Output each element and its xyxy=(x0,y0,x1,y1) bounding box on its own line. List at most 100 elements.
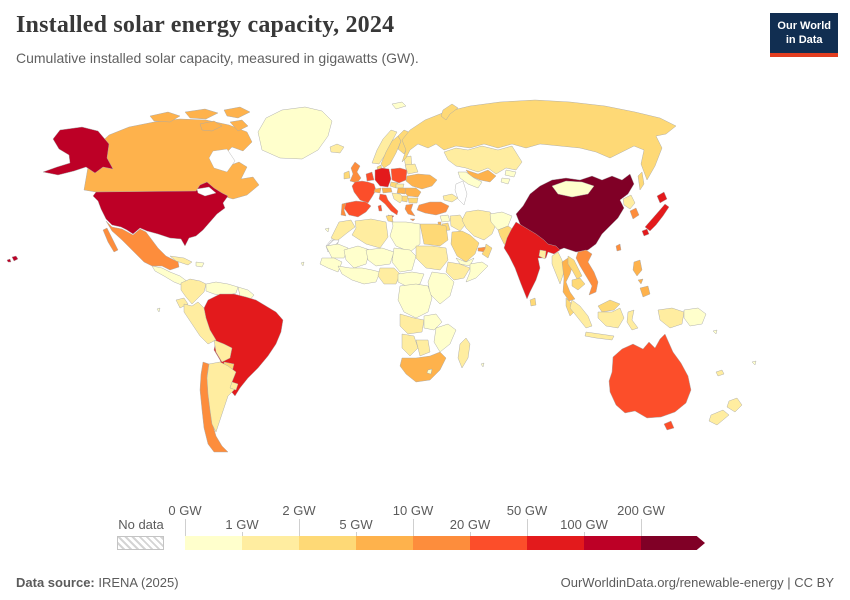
country-somalia[interactable] xyxy=(465,261,489,283)
country-japan-hokkaido[interactable] xyxy=(656,191,668,204)
country-lesotho[interactable] xyxy=(426,368,433,375)
country-angola[interactable] xyxy=(399,313,425,335)
country-caucasus[interactable] xyxy=(442,193,459,203)
country-italy[interactable] xyxy=(378,193,399,216)
country-new-zealand-north[interactable] xyxy=(726,397,743,413)
country-tajikistan[interactable] xyxy=(500,177,511,185)
country-usa-alaska[interactable] xyxy=(42,126,114,176)
country-indonesia-sumatra[interactable] xyxy=(569,299,593,329)
country-senegal[interactable] xyxy=(319,257,343,273)
country-east-africa[interactable] xyxy=(427,271,455,305)
legend-color-cell[interactable] xyxy=(470,536,527,550)
country-indonesia-kalimantan[interactable] xyxy=(597,307,625,329)
country-benelux[interactable] xyxy=(365,171,375,182)
country-usa[interactable] xyxy=(92,181,229,247)
country-uruguay[interactable] xyxy=(229,381,239,391)
country-west-africa[interactable] xyxy=(337,265,381,285)
country-cuba[interactable] xyxy=(169,255,193,266)
country-philippines-visayas[interactable] xyxy=(637,278,644,285)
country-south-africa[interactable] xyxy=(399,351,447,383)
country-canada-island[interactable] xyxy=(229,119,249,132)
legend-color-cell[interactable] xyxy=(413,536,470,550)
country-cameroon[interactable] xyxy=(397,271,425,287)
country-switzerland[interactable] xyxy=(373,187,382,194)
country-slovakia[interactable] xyxy=(395,183,405,189)
country-nigeria[interactable] xyxy=(377,267,401,285)
country-libya[interactable] xyxy=(389,221,421,253)
country-namibia[interactable] xyxy=(401,333,419,357)
legend-color-cell[interactable] xyxy=(185,536,242,550)
country-germany[interactable] xyxy=(374,167,392,188)
country-kyrgyzstan[interactable] xyxy=(504,169,517,178)
country-italy-sardinia[interactable] xyxy=(377,204,383,212)
country-canada-island[interactable] xyxy=(223,106,251,119)
country-oman[interactable] xyxy=(481,243,493,259)
country-taiwan[interactable] xyxy=(615,243,622,252)
country-france[interactable] xyxy=(351,180,377,204)
country-ethiopia[interactable] xyxy=(445,261,471,281)
country-myanmar[interactable] xyxy=(551,251,565,285)
owid-logo[interactable]: Our World in Data xyxy=(770,13,838,57)
country-sri-lanka[interactable] xyxy=(529,297,537,307)
country-austria[interactable] xyxy=(381,187,393,194)
country-chad[interactable] xyxy=(391,247,417,273)
country-philippines-mindanao[interactable] xyxy=(639,285,651,298)
legend-color-cell[interactable] xyxy=(527,536,584,550)
country-cambodia[interactable] xyxy=(571,277,586,291)
legend-color-cell[interactable] xyxy=(584,536,641,550)
country-solomon-islands[interactable] xyxy=(712,329,718,335)
country-bolivia[interactable] xyxy=(213,339,233,363)
country-greece-crete[interactable] xyxy=(409,218,416,222)
country-malaysia-borneo[interactable] xyxy=(597,299,621,313)
country-mali[interactable] xyxy=(343,245,371,269)
legend-color-cell[interactable] xyxy=(299,536,356,550)
country-ukraine[interactable] xyxy=(405,173,438,190)
country-indonesia-java[interactable] xyxy=(584,331,615,341)
country-svalbard[interactable] xyxy=(391,101,407,110)
country-iceland[interactable] xyxy=(329,143,345,154)
country-iran[interactable] xyxy=(461,209,498,241)
country-uk[interactable] xyxy=(349,161,362,184)
country-tunisia[interactable] xyxy=(385,214,394,223)
country-portugal[interactable] xyxy=(340,202,347,217)
country-poland[interactable] xyxy=(390,167,408,184)
country-bulgaria[interactable] xyxy=(407,197,419,204)
country-ireland[interactable] xyxy=(343,170,351,180)
country-small-island[interactable] xyxy=(156,307,161,313)
country-belarus[interactable] xyxy=(404,163,419,175)
country-indonesia-papua[interactable] xyxy=(657,307,685,329)
country-russia[interactable] xyxy=(401,99,677,181)
country-turkmenistan[interactable] xyxy=(457,171,483,189)
country-japan-honshu[interactable] xyxy=(644,203,670,232)
country-kazakhstan[interactable] xyxy=(443,145,523,175)
legend-color-cell[interactable] xyxy=(356,536,413,550)
country-turkey[interactable] xyxy=(416,201,450,216)
country-south-korea[interactable] xyxy=(629,207,640,220)
country-fiji[interactable] xyxy=(751,360,757,366)
country-spain[interactable] xyxy=(343,200,372,218)
country-canada-island[interactable] xyxy=(184,108,219,120)
country-vietnam[interactable] xyxy=(575,249,599,296)
country-greece[interactable] xyxy=(404,203,416,217)
country-venezuela[interactable] xyxy=(205,281,239,297)
country-new-caledonia[interactable] xyxy=(715,369,725,377)
country-hispaniola[interactable] xyxy=(195,261,205,268)
country-new-zealand-south[interactable] xyxy=(708,409,730,426)
country-botswana[interactable] xyxy=(415,339,431,357)
country-mongolia[interactable] xyxy=(551,180,595,198)
legend-color-cell[interactable] xyxy=(641,536,705,550)
footer-link[interactable]: OurWorldinData.org/renewable-energy | CC… xyxy=(560,575,834,590)
country-algeria[interactable] xyxy=(351,218,389,249)
country-canada-island[interactable] xyxy=(149,111,181,123)
country-syria[interactable] xyxy=(439,214,451,223)
country-saudi-arabia[interactable] xyxy=(450,230,480,263)
country-canada-island[interactable] xyxy=(199,120,223,132)
country-small-island[interactable] xyxy=(324,227,330,233)
country-australia-tasmania[interactable] xyxy=(663,420,675,431)
country-india[interactable] xyxy=(503,221,561,300)
country-png[interactable] xyxy=(683,307,707,327)
country-bangladesh[interactable] xyxy=(538,249,547,260)
country-japan-kyushu[interactable] xyxy=(641,228,650,237)
country-drc[interactable] xyxy=(397,283,433,319)
country-morocco[interactable] xyxy=(330,219,356,242)
